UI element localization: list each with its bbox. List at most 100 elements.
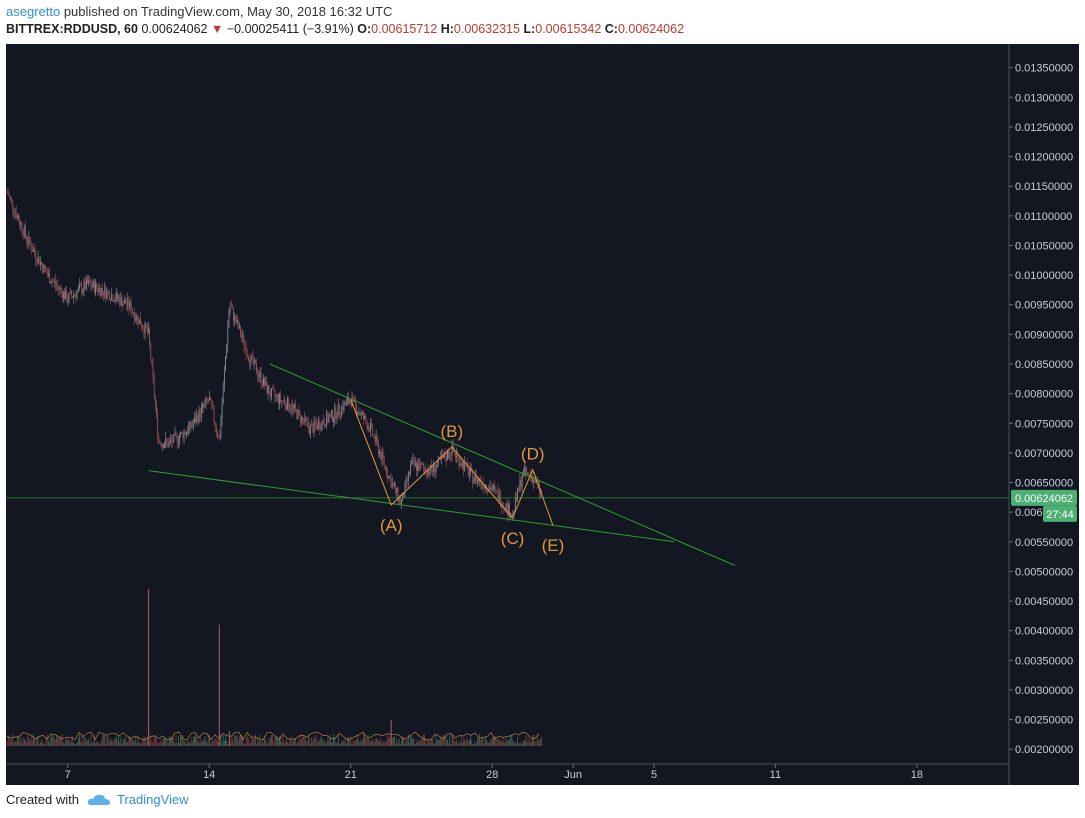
candle-body	[95, 283, 96, 293]
candle-body	[483, 487, 485, 489]
candle-body	[73, 294, 75, 298]
candle-body	[421, 464, 423, 466]
candle-body	[425, 468, 426, 473]
candle-body	[271, 388, 272, 397]
candle-body	[330, 410, 332, 415]
candle-body	[212, 406, 214, 409]
candle-body	[297, 409, 299, 419]
candle-body	[314, 420, 316, 425]
time-axis[interactable]	[6, 764, 1009, 785]
price-chart[interactable]: (A)(B)(C)(D)(E) 0.013500000.013000000.01…	[6, 44, 1079, 785]
candle-body	[66, 290, 68, 302]
candle-body	[172, 441, 173, 443]
candle-body	[71, 291, 72, 297]
candle-body	[315, 424, 317, 426]
price-tag-box	[1011, 489, 1077, 506]
candle-body	[471, 468, 472, 471]
candle-body	[352, 396, 354, 398]
candle-body	[495, 487, 497, 490]
candle-body	[14, 212, 16, 214]
candle-body	[97, 288, 99, 292]
candle-body	[227, 326, 229, 346]
x-tick-label: 7	[65, 769, 71, 781]
candle-body	[41, 262, 42, 265]
candle-body	[53, 280, 55, 282]
candle-body	[104, 286, 106, 296]
candle-body	[291, 405, 293, 411]
candle-body	[451, 444, 453, 457]
candle-body	[220, 419, 222, 439]
candle-body	[313, 420, 315, 433]
price-axis[interactable]	[1009, 44, 1079, 785]
plot-area[interactable]	[6, 44, 1009, 764]
candle-body	[391, 483, 393, 489]
candle-body	[83, 281, 85, 291]
candle-body	[336, 417, 338, 419]
candle-body	[296, 409, 298, 419]
candle-body	[531, 476, 532, 477]
candle-body	[378, 442, 379, 454]
x-tick-label: 18	[911, 769, 923, 781]
candle-body	[197, 415, 199, 423]
candle-body	[203, 404, 205, 407]
candle-body	[180, 432, 182, 437]
candle-body	[106, 290, 108, 299]
current-price-tag: 0.00624062 27:44	[1011, 489, 1077, 522]
candle-body	[356, 404, 357, 414]
candle-body	[460, 463, 462, 467]
candle-body	[312, 424, 314, 433]
y-tick-label: 0.00350000	[1015, 655, 1073, 667]
candle-body	[30, 243, 32, 251]
candle-body	[123, 299, 125, 304]
candle-body	[342, 406, 344, 411]
candle-body	[246, 355, 248, 357]
y-tick-label: 0.00250000	[1015, 715, 1073, 727]
candle-body	[286, 405, 287, 410]
candle-body	[115, 292, 117, 300]
candle-body	[90, 283, 92, 287]
candle-body	[136, 315, 138, 320]
y-tick-label: 0.01000000	[1015, 270, 1073, 282]
candle-body	[295, 404, 297, 410]
author-link[interactable]: asegretto	[6, 4, 61, 19]
candle-body	[268, 386, 270, 396]
candle-body	[131, 312, 133, 314]
candle-body	[35, 253, 37, 260]
candle-body	[527, 472, 529, 474]
y-tick-label: 0.01050000	[1015, 240, 1073, 252]
candle-body	[393, 483, 394, 486]
published-text: published on TradingView.com, May 30, 20…	[63, 4, 393, 19]
candle-body	[152, 363, 154, 378]
candle-body	[396, 487, 398, 493]
candle-body	[144, 323, 146, 334]
candle-body	[386, 466, 387, 475]
tradingview-link[interactable]: TradingView	[116, 792, 189, 807]
candle-body	[404, 483, 406, 498]
open-label: O:	[357, 22, 372, 36]
y-tick-label: 0.00850000	[1015, 359, 1073, 371]
candle-body	[230, 306, 232, 308]
candle-body	[100, 288, 102, 296]
candle-body	[6, 192, 8, 193]
candle-body	[325, 425, 326, 427]
candle-body	[267, 386, 269, 393]
trendline	[269, 363, 736, 566]
candle-body	[364, 415, 366, 419]
countdown-text: 27:44	[1046, 509, 1074, 521]
candle-body	[188, 427, 190, 434]
candle-body	[67, 301, 69, 302]
candle-body	[209, 397, 210, 402]
candle-body	[299, 412, 301, 423]
candle-body	[138, 318, 140, 324]
candle-body	[361, 412, 363, 414]
candle-body	[191, 425, 193, 428]
candle-body	[36, 259, 38, 263]
candle-body	[303, 419, 305, 422]
candle-body	[72, 296, 73, 298]
candle-body	[81, 285, 83, 294]
candle-body	[207, 401, 209, 402]
candle-body	[242, 335, 244, 338]
candle-body	[274, 390, 276, 397]
candle-body	[535, 479, 537, 483]
candle-body	[49, 273, 50, 284]
